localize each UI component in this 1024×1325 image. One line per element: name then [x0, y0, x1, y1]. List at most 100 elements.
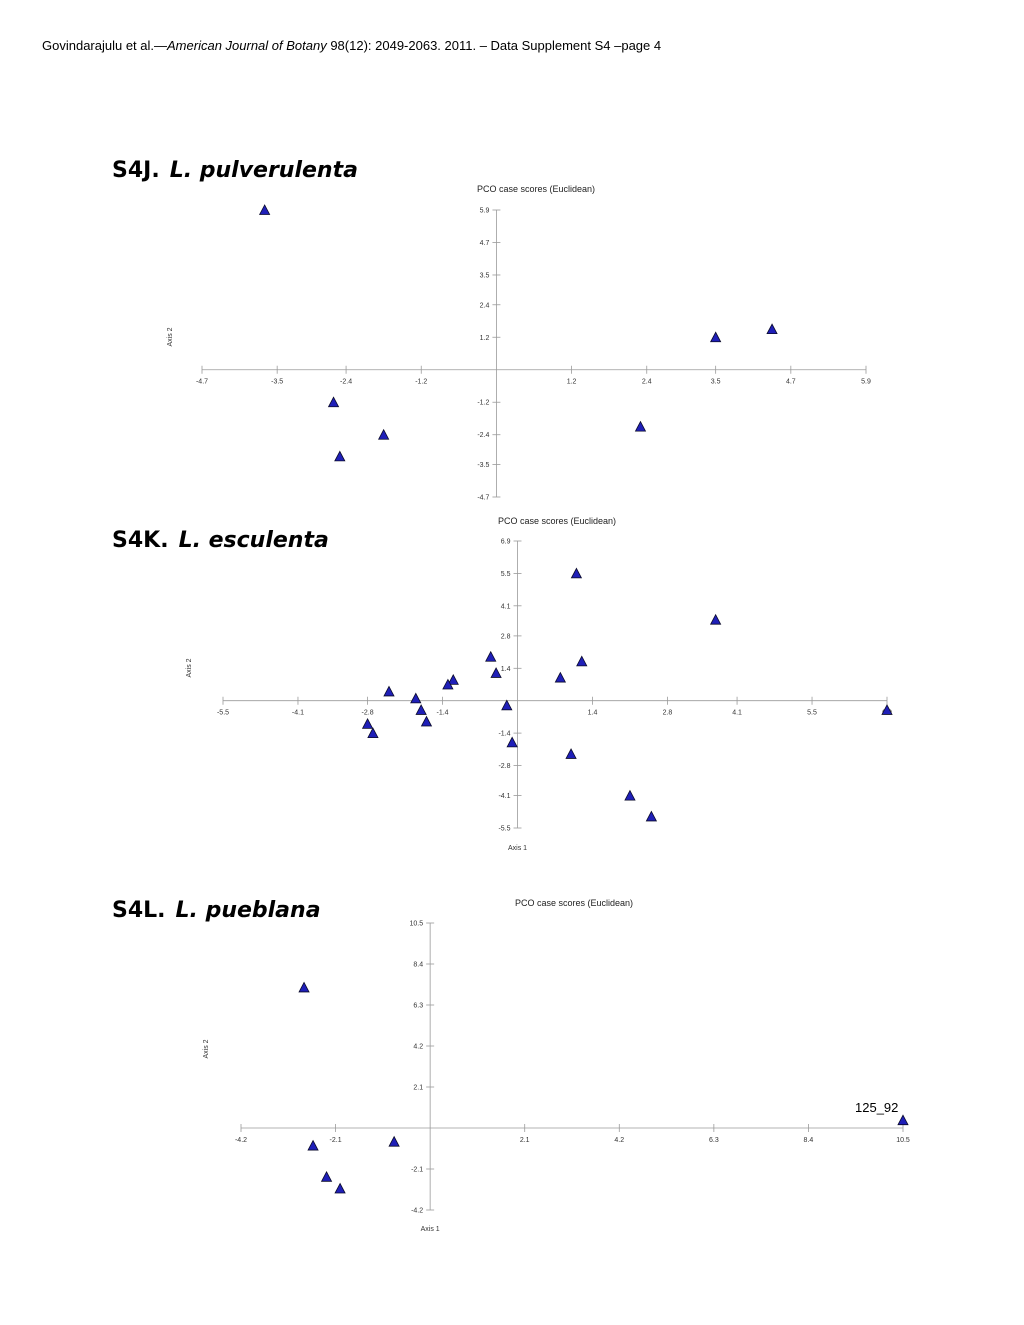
y-tick-label: -4.1: [498, 793, 510, 800]
data-point: [442, 678, 454, 690]
data-point: [501, 699, 513, 711]
plot-title-s4j: S4J. L. pulverulenta: [112, 158, 358, 183]
y-axis-label: Axis 2: [203, 1039, 210, 1058]
data-point: [624, 789, 636, 801]
x-tick-label: -4.7: [196, 379, 208, 386]
data-point: [298, 981, 310, 993]
y-tick-label: 2.1: [413, 1085, 423, 1092]
y-tick-label: 2.4: [480, 302, 490, 309]
y-tick-label: -2.4: [477, 432, 489, 439]
x-tick-label: 5.9: [861, 379, 871, 386]
data-point: [388, 1135, 400, 1147]
y-tick-label: -3.5: [477, 462, 489, 469]
y-tick-label: 1.4: [501, 666, 511, 673]
y-tick-label: -1.4: [498, 731, 510, 738]
data-point: [634, 420, 647, 432]
plot-title-s4k: S4K. L. esculenta: [112, 528, 329, 553]
chart-title: PCO case scores (Euclidean): [477, 184, 595, 194]
plot-id: S4L.: [112, 898, 166, 923]
data-point: [766, 323, 778, 335]
x-tick-label: -5.5: [217, 710, 229, 717]
x-tick-label: -2.1: [330, 1137, 342, 1144]
header-authors: Govindarajulu et al.—: [42, 38, 168, 53]
header-journal: American Journal of Botany: [167, 38, 327, 53]
x-tick-label: 2.8: [663, 710, 673, 717]
data-point: [881, 704, 893, 715]
data-point: [490, 667, 502, 678]
data-point: [383, 685, 395, 697]
data-point: [377, 428, 390, 440]
data-point: [447, 674, 459, 685]
data-point: [307, 1139, 319, 1151]
data-point: [565, 748, 577, 759]
x-tick-label: 3.5: [711, 379, 721, 386]
x-axis-label: Axis 1: [421, 1226, 440, 1233]
data-point: [334, 450, 346, 462]
data-point: [361, 717, 374, 729]
x-tick-label: -4.1: [292, 710, 304, 717]
y-tick-label: -1.2: [477, 400, 489, 407]
y-tick-label: 3.5: [480, 272, 490, 279]
data-point: [709, 613, 722, 625]
plot-species: L. pueblana: [175, 898, 321, 923]
y-tick-label: 6.3: [413, 1003, 423, 1010]
data-point: [570, 567, 583, 579]
y-tick-label: 5.5: [501, 571, 511, 578]
data-point: [320, 1170, 333, 1182]
y-tick-label: 1.2: [480, 335, 490, 342]
y-tick-label: 5.9: [480, 208, 490, 215]
x-tick-label: 4.7: [786, 379, 796, 386]
x-tick-label: 1.2: [567, 379, 577, 386]
data-point: [554, 671, 567, 683]
y-tick-label: 10.5: [410, 921, 424, 928]
data-point: [576, 655, 588, 667]
data-point: [258, 204, 271, 215]
y-tick-label: -4.2: [411, 1208, 423, 1215]
y-tick-label: 4.7: [480, 240, 490, 247]
chart-title: PCO case scores (Euclidean): [515, 898, 633, 908]
x-axis-label: Axis 1: [508, 845, 527, 852]
plot-id: S4K.: [112, 528, 169, 553]
x-tick-label: 8.4: [804, 1137, 814, 1144]
y-tick-label: 2.8: [501, 633, 511, 640]
data-point: [645, 810, 658, 822]
y-tick-label: -2.8: [498, 763, 510, 770]
y-tick-label: -2.1: [411, 1167, 423, 1174]
header-citation: 98(12): 2049-2063. 2011. – Data Suppleme…: [326, 38, 662, 53]
data-point: [897, 1114, 909, 1126]
y-tick-label: 4.2: [413, 1044, 423, 1051]
y-tick-label: 6.9: [501, 539, 511, 546]
chart-title: PCO case scores (Euclidean): [498, 516, 616, 526]
data-point: [410, 692, 422, 704]
data-point: [506, 736, 518, 748]
plot-id: S4J.: [112, 158, 160, 183]
plot-title-s4l: S4L. L. pueblana: [112, 898, 321, 923]
y-tick-label: -4.7: [477, 495, 489, 502]
x-tick-label: 1.4: [588, 710, 598, 717]
x-tick-label: -2.4: [340, 379, 352, 386]
data-point: [485, 650, 497, 662]
y-axis-label: Axis 2: [167, 327, 174, 346]
x-tick-label: -3.5: [271, 379, 283, 386]
x-tick-label: -2.8: [362, 710, 374, 717]
x-tick-label: 2.4: [642, 379, 652, 386]
data-point: [415, 704, 427, 715]
data-point: [327, 396, 340, 408]
y-tick-label: 4.1: [501, 603, 511, 610]
y-tick-label: -5.5: [498, 826, 510, 833]
y-axis-label: Axis 2: [186, 658, 193, 677]
data-point: [334, 1182, 346, 1194]
plot-species: L. pulverulenta: [169, 158, 358, 183]
data-point: [709, 331, 722, 343]
x-tick-label: 10.5: [896, 1137, 910, 1144]
x-tick-label: 2.1: [520, 1137, 530, 1144]
x-tick-label: -4.2: [235, 1137, 247, 1144]
data-point: [367, 727, 379, 739]
x-tick-label: -1.2: [415, 379, 427, 386]
y-tick-label: 8.4: [413, 962, 423, 969]
x-tick-label: 5.5: [807, 710, 817, 717]
point-label: 125_92: [855, 1100, 898, 1115]
x-tick-label: 6.3: [709, 1137, 719, 1144]
